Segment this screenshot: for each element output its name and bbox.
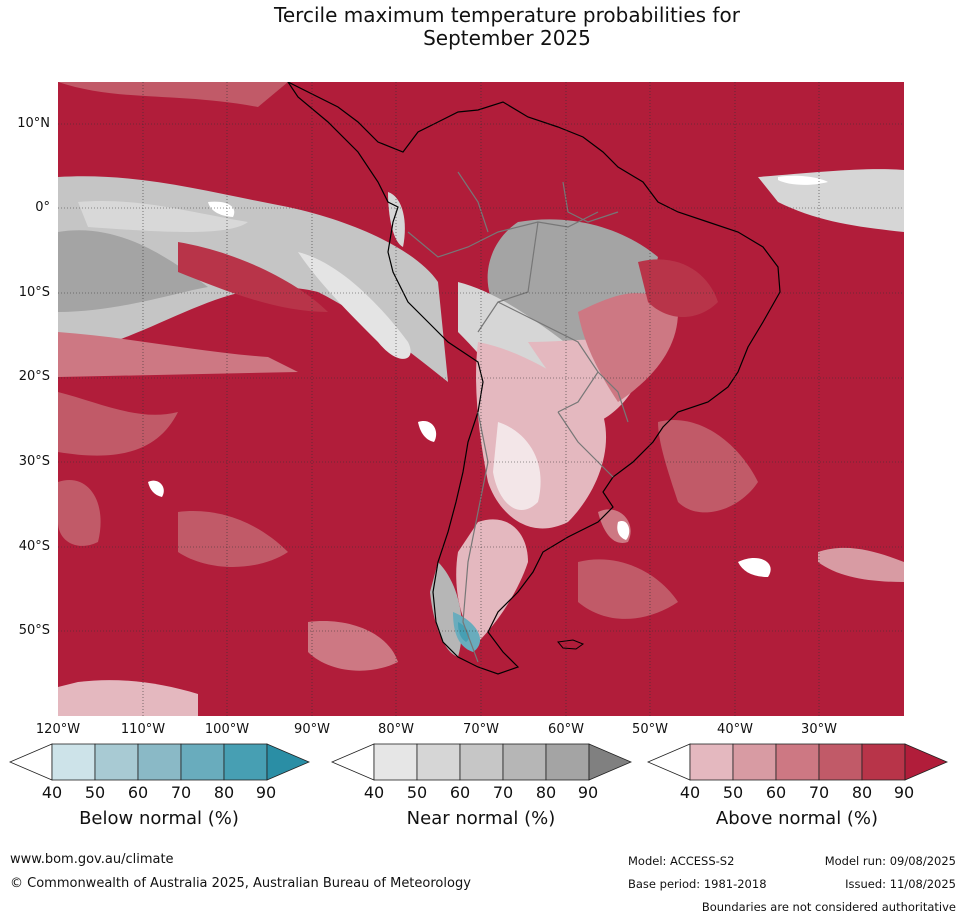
- cb0-tick-5: 90: [255, 783, 277, 802]
- title-line-2: September 2025: [423, 26, 591, 50]
- probability-map[interactable]: [58, 82, 904, 716]
- model-run-date: Model run: 09/08/2025: [824, 854, 956, 868]
- colorbar-0-bin-1: [94, 743, 139, 781]
- model-name: Model: ACCESS-S2: [628, 854, 735, 868]
- issued-date: Issued: 11/08/2025: [845, 877, 956, 891]
- probability-fields: [58, 82, 904, 716]
- colorbar-1-bin-0: [373, 743, 418, 781]
- gridlines: [58, 82, 904, 716]
- colorbar-2-bin-3: [818, 743, 863, 781]
- colorbar-1-bin-2: [459, 743, 504, 781]
- colorbar-below-normal: [8, 742, 310, 782]
- colorbar-2-bin-4: [861, 743, 906, 781]
- lon-label-100w: 100°W: [204, 722, 250, 737]
- lon-label-70w: 70°W: [463, 722, 499, 737]
- country-borders: [407, 171, 629, 663]
- title-line-1: Tercile maximum temperature probabilitie…: [274, 3, 740, 27]
- colorbar-0-bin-4: [223, 743, 268, 781]
- colorbar-2-bin-0: [689, 743, 734, 781]
- colorbar-0-bin-0: [51, 743, 96, 781]
- colorbar-near-label: Near normal (%): [406, 808, 556, 829]
- colorbar-2-extend-low: [646, 743, 691, 781]
- boundary-disclaimer: Boundaries are not considered authoritat…: [701, 900, 956, 914]
- colorbar-1-bin-3: [502, 743, 547, 781]
- colorbar-above-normal: [646, 742, 948, 782]
- colorbar-1-bin-4: [545, 743, 590, 781]
- colorbar-2-bin-2: [775, 743, 820, 781]
- cb1-tick-3: 70: [492, 783, 514, 802]
- colorbar-0-extend-low: [8, 743, 53, 781]
- cb2-tick-1: 50: [722, 783, 744, 802]
- lon-label-40w: 40°W: [717, 722, 753, 737]
- cb2-tick-0: 40: [679, 783, 701, 802]
- colorbar-below-label: Below normal (%): [79, 808, 239, 829]
- colorbar-0-extend-high: [266, 743, 310, 781]
- lon-label-30w: 30°W: [801, 722, 837, 737]
- map-svg: [58, 82, 904, 716]
- lon-label-110w: 110°W: [120, 722, 166, 737]
- colorbar-1-extend-low: [330, 743, 375, 781]
- lat-label-30s: 30°S: [18, 454, 50, 469]
- chart-title: Tercile maximum temperature probabilitie…: [0, 4, 965, 50]
- colorbar-1-extend-high: [588, 743, 632, 781]
- cb2-tick-4: 80: [851, 783, 873, 802]
- cb0-tick-2: 60: [127, 783, 149, 802]
- cb1-tick-4: 80: [535, 783, 557, 802]
- lon-label-60w: 60°W: [548, 722, 584, 737]
- colorbar-2-extend-high: [904, 743, 948, 781]
- website-link[interactable]: www.bom.gov.au/climate: [10, 852, 174, 867]
- cb0-tick-1: 50: [84, 783, 106, 802]
- cb2-tick-5: 90: [893, 783, 915, 802]
- lat-label-0: 0°: [35, 200, 50, 215]
- cb2-tick-3: 70: [808, 783, 830, 802]
- lon-label-50w: 50°W: [632, 722, 668, 737]
- colorbar-above-label: Above normal (%): [715, 808, 879, 829]
- falkland-islands: [557, 639, 585, 650]
- colorbar-0-bin-2: [137, 743, 182, 781]
- lon-label-120w: 120°W: [35, 722, 81, 737]
- colorbar-0-bin-3: [180, 743, 225, 781]
- lat-label-20s: 20°S: [18, 369, 50, 384]
- cb1-tick-0: 40: [363, 783, 385, 802]
- lat-label-40s: 40°S: [18, 539, 50, 554]
- cb0-tick-0: 40: [41, 783, 63, 802]
- lon-label-80w: 80°W: [378, 722, 414, 737]
- base-period: Base period: 1981-2018: [628, 877, 767, 891]
- coastline: [287, 82, 781, 675]
- colorbar-near-normal: [330, 742, 632, 782]
- cb1-tick-5: 90: [577, 783, 599, 802]
- cb0-tick-3: 70: [170, 783, 192, 802]
- colorbar-1-bin-1: [416, 743, 461, 781]
- lon-label-90w: 90°W: [294, 722, 330, 737]
- cb0-tick-4: 80: [213, 783, 235, 802]
- lat-label-10s: 10°S: [18, 285, 50, 300]
- lat-label-50s: 50°S: [18, 623, 50, 638]
- colorbar-2-bin-1: [732, 743, 777, 781]
- cb1-tick-1: 50: [406, 783, 428, 802]
- copyright-text: © Commonwealth of Australia 2025, Austra…: [10, 876, 471, 891]
- lat-label-10n: 10°N: [17, 116, 50, 131]
- cb1-tick-2: 60: [449, 783, 471, 802]
- cb2-tick-2: 60: [765, 783, 787, 802]
